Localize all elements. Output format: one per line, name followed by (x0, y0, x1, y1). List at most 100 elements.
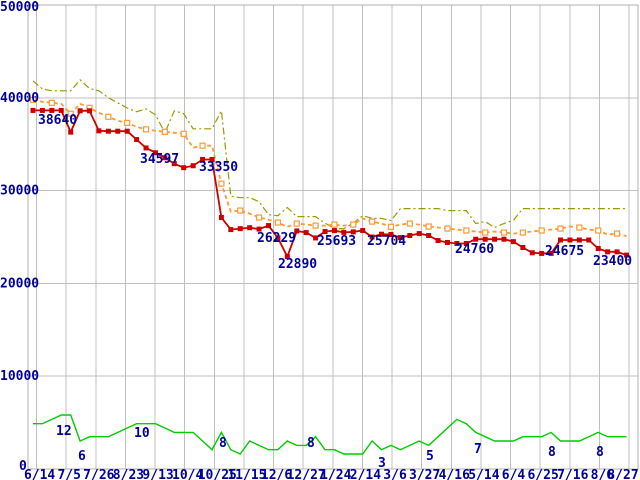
marker-low-price (463, 240, 469, 246)
y-axis-label: 40000 (0, 91, 39, 106)
marker-low-price (294, 228, 300, 234)
x-axis-label: 12/6 (261, 468, 292, 480)
marker-low-price (275, 235, 281, 241)
x-axis-label: 9/13 (142, 468, 173, 480)
point-label-count: 12 (56, 424, 72, 439)
point-label-count: 10 (134, 426, 150, 441)
marker-low-price (369, 234, 375, 240)
marker-low-price (435, 238, 441, 244)
marker-low-price (454, 240, 460, 246)
point-label-low-price: 33350 (199, 160, 238, 175)
x-axis-label: 10/25 (198, 468, 237, 480)
marker-average-price (67, 110, 74, 117)
x-axis-label: 3/6 (383, 468, 407, 480)
x-axis-label: 6/25 (527, 468, 558, 480)
marker-low-price (510, 239, 516, 245)
marker-average-price (369, 218, 376, 225)
marker-average-price (576, 224, 583, 231)
marker-low-price (567, 237, 573, 243)
marker-low-price (529, 250, 535, 256)
marker-average-price (142, 126, 150, 133)
x-axis-label: 10/4 (172, 468, 203, 480)
marker-low-price (115, 128, 121, 134)
marker-average-price (180, 130, 187, 137)
x-axis-label: 5/14 (468, 468, 499, 480)
marker-low-price (426, 233, 432, 239)
gridlines (28, 5, 638, 469)
marker-low-price (331, 228, 337, 234)
x-axis-label: 7/16 (557, 468, 588, 480)
marker-average-price (425, 223, 432, 230)
series-count (33, 414, 627, 455)
point-label-low-price: 23400 (593, 254, 632, 269)
marker-low-price (313, 235, 319, 241)
series-line-count (33, 414, 627, 455)
marker-average-price (237, 207, 244, 214)
marker-low-price (350, 229, 356, 235)
marker-low-price (520, 244, 526, 250)
x-axis-label: 7/5 (57, 468, 80, 480)
marker-low-price (30, 107, 36, 113)
marker-low-price (77, 108, 83, 114)
marker-low-price (473, 236, 479, 242)
marker-average-price (312, 222, 319, 229)
marker-low-price (228, 227, 234, 233)
marker-average-price (557, 225, 564, 232)
y-axis-label: 0 (19, 459, 27, 474)
series-low-price (30, 107, 629, 260)
marker-average-price (595, 227, 602, 234)
y-axis-label: 20000 (0, 276, 39, 291)
marker-average-price (538, 227, 545, 234)
marker-average-price (29, 96, 37, 103)
x-axis-label: 7/26 (83, 468, 114, 480)
marker-low-price (548, 250, 554, 256)
point-label-low-price: 26229 (257, 231, 296, 246)
marker-low-price (152, 150, 158, 156)
marker-low-price (143, 145, 149, 151)
marker-low-price (558, 237, 564, 243)
marker-low-price (39, 107, 45, 113)
marker-low-price (303, 230, 309, 236)
marker-low-price (397, 235, 403, 241)
marker-low-price (416, 231, 422, 237)
y-axis-label: 30000 (0, 184, 39, 199)
series-line-average-price (32, 98, 627, 237)
point-label-low-price: 25704 (367, 234, 406, 249)
marker-low-price (209, 157, 215, 163)
point-label-count: 8 (548, 445, 556, 460)
marker-low-price (171, 161, 177, 167)
x-axis-label: 6/4 (502, 468, 526, 480)
marker-low-price (614, 249, 620, 255)
marker-average-price (519, 229, 526, 236)
marker-low-price (247, 225, 253, 231)
x-axis-label: 12/27 (287, 468, 326, 480)
marker-low-price (341, 229, 347, 235)
point-label-count: 3 (378, 456, 386, 471)
point-label-low-price: 24675 (545, 244, 584, 259)
point-label-low-price: 38640 (38, 113, 77, 128)
marker-average-price (274, 219, 282, 226)
point-label-count: 8 (219, 436, 227, 451)
x-axis-label: 4/16 (439, 468, 470, 480)
marker-low-price (379, 231, 385, 237)
marker-average-price (293, 220, 300, 227)
x-axis-label: 6/14 (24, 468, 55, 480)
x-axis-labels: 6/14 7/5 7/268/239/1310/410/2511/1512/612/… (24, 468, 639, 480)
series-line-low-price (33, 109, 627, 259)
marker-low-price (218, 215, 224, 221)
marker-low-price (605, 249, 611, 255)
y-axis-label: 50000 (0, 0, 39, 15)
marker-low-price (539, 250, 545, 256)
marker-average-price (105, 113, 112, 120)
marker-low-price (492, 236, 498, 242)
marker-average-price (444, 225, 451, 232)
marker-average-price (218, 180, 225, 187)
x-axis-label: 8/27 (607, 468, 638, 480)
point-label-count: 5 (426, 449, 434, 464)
marker-low-price (256, 226, 262, 232)
point-label-count: 8 (596, 445, 604, 460)
marker-low-price (595, 246, 601, 252)
marker-average-price (463, 227, 470, 234)
